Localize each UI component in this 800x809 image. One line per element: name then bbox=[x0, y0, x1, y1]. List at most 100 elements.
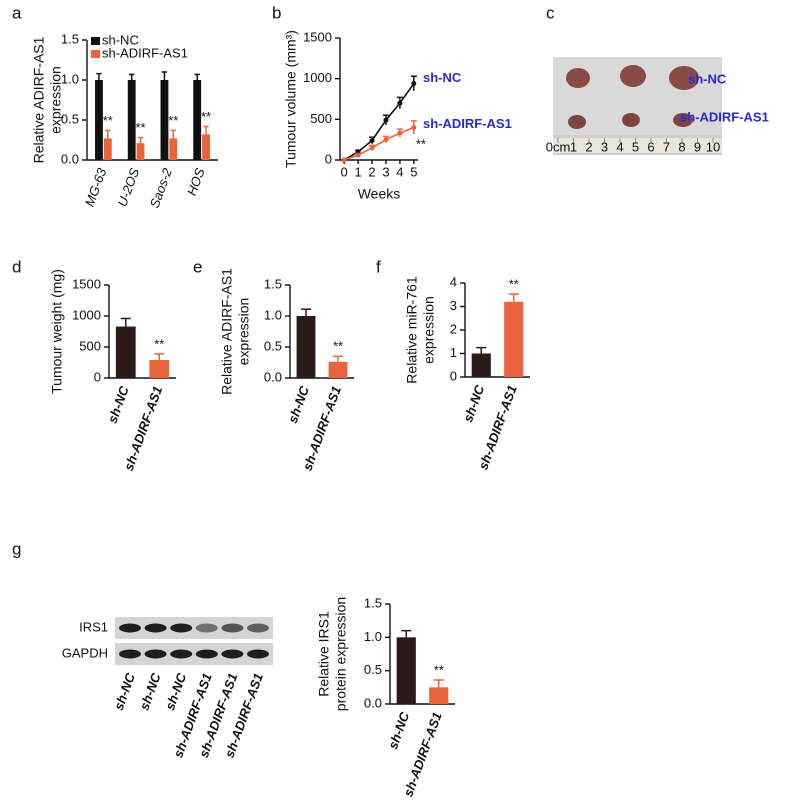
point bbox=[383, 117, 389, 123]
x-tick-label: sh-NC bbox=[285, 384, 312, 426]
blot-band bbox=[170, 649, 193, 659]
ruler-label: 10 bbox=[706, 139, 720, 154]
y-axis-label: expression bbox=[48, 66, 64, 134]
x-tick-label: MG-63 bbox=[82, 165, 110, 208]
tumour bbox=[622, 113, 640, 127]
ruler-label: 6 bbox=[647, 139, 654, 154]
panel-label: g bbox=[12, 539, 21, 558]
bar bbox=[296, 316, 316, 378]
bar bbox=[504, 301, 524, 377]
point bbox=[341, 157, 347, 163]
y-axis-label: Relative ADIRF-AS1 bbox=[31, 36, 47, 163]
x-tick-label: sh-NC bbox=[460, 383, 487, 425]
y-tick-label: 0.0 bbox=[364, 695, 382, 710]
y-axis-label: Relative ADIRF-AS1 bbox=[219, 268, 235, 395]
series-line bbox=[343, 83, 415, 161]
y-tick-label: 1 bbox=[450, 345, 457, 360]
significance: ** bbox=[168, 113, 178, 128]
y-tick-label: 1.0 bbox=[364, 629, 382, 644]
blot-lane-label: sh-NC bbox=[136, 671, 163, 713]
bar bbox=[95, 80, 103, 160]
significance: ** bbox=[434, 662, 444, 677]
y-axis-label: expression bbox=[236, 298, 252, 366]
significance: ** bbox=[416, 136, 426, 151]
panel-label: e bbox=[193, 257, 202, 276]
ruler-label: 3 bbox=[601, 139, 608, 154]
x-tick-label: 2 bbox=[368, 164, 375, 179]
x-tick-label: 1 bbox=[354, 164, 361, 179]
ruler-label: 1 bbox=[570, 139, 577, 154]
point bbox=[397, 100, 403, 106]
blot-lane-label: sh-NC bbox=[111, 671, 138, 713]
ruler bbox=[553, 138, 722, 153]
y-tick-label: 4 bbox=[450, 274, 457, 289]
tumour bbox=[566, 68, 590, 88]
blot-row bbox=[115, 617, 273, 639]
x-axis-label: Weeks bbox=[358, 186, 401, 202]
bar bbox=[202, 134, 210, 160]
bar bbox=[396, 637, 416, 704]
ruler-label: 4 bbox=[616, 139, 623, 154]
bar bbox=[149, 360, 170, 378]
point bbox=[383, 137, 389, 143]
y-tick-label: 2 bbox=[450, 321, 457, 336]
y-tick-label: 500 bbox=[310, 111, 332, 126]
y-axis-label: Tumour weight (mg) bbox=[49, 269, 65, 394]
significance: ** bbox=[154, 336, 164, 351]
y-tick-label: 1500 bbox=[72, 276, 101, 291]
y-axis-label: expression bbox=[421, 296, 437, 364]
legend-label: sh-ADIRF-AS1 bbox=[102, 45, 188, 60]
significance: ** bbox=[201, 109, 211, 124]
y-tick-label: 0.0 bbox=[264, 369, 282, 384]
significance: ** bbox=[333, 339, 343, 354]
blot-row bbox=[115, 643, 273, 665]
blot-band bbox=[170, 623, 193, 633]
photo-label: sh-ADIRF-AS1 bbox=[680, 109, 769, 124]
y-axis-label: protein expression bbox=[333, 597, 349, 711]
x-tick-label: U-2OS bbox=[114, 166, 142, 209]
bar bbox=[429, 687, 449, 704]
panel-label: c bbox=[546, 3, 555, 22]
x-tick-label: 5 bbox=[410, 164, 417, 179]
y-tick-label: 500 bbox=[79, 338, 101, 353]
legend-swatch bbox=[91, 37, 100, 45]
x-tick-label: 4 bbox=[396, 164, 403, 179]
y-tick-label: 1000 bbox=[303, 70, 332, 85]
panel-label: d bbox=[12, 257, 21, 276]
legend-swatch bbox=[91, 50, 100, 58]
y-tick-label: 1.0 bbox=[61, 71, 79, 86]
y-tick-label: 0 bbox=[325, 151, 332, 166]
blot-band bbox=[195, 623, 218, 633]
blot-band bbox=[247, 623, 269, 633]
y-tick-label: 1500 bbox=[303, 29, 332, 44]
y-tick-label: 0 bbox=[94, 369, 101, 384]
y-tick-label: 1.5 bbox=[61, 31, 79, 46]
blot-band bbox=[247, 649, 269, 659]
x-tick-label: 3 bbox=[382, 164, 389, 179]
x-tick-label: Saos-2 bbox=[147, 165, 175, 210]
ruler-label: 7 bbox=[663, 139, 670, 154]
x-tick-label: HOS bbox=[184, 166, 208, 198]
bar bbox=[169, 138, 178, 160]
bar bbox=[103, 138, 112, 160]
panel-label: f bbox=[376, 257, 381, 276]
y-tick-label: 1.0 bbox=[264, 307, 282, 322]
photo-label: sh-NC bbox=[688, 71, 727, 86]
blot-band bbox=[119, 649, 141, 659]
point bbox=[397, 130, 403, 136]
panel-label: a bbox=[12, 3, 22, 22]
y-axis-label: Relative IRS1 bbox=[316, 611, 332, 697]
ruler-label: 2 bbox=[585, 139, 592, 154]
blot-band bbox=[221, 623, 244, 633]
ruler-label: 0cm bbox=[546, 139, 571, 154]
point bbox=[369, 137, 375, 143]
bar bbox=[127, 80, 136, 160]
series-label: sh-ADIRF-AS1 bbox=[423, 116, 512, 131]
bar bbox=[160, 80, 169, 160]
point bbox=[369, 145, 375, 151]
bar bbox=[328, 361, 348, 378]
y-tick-label: 0.5 bbox=[364, 662, 382, 677]
y-tick-label: 1000 bbox=[72, 307, 101, 322]
series-label: sh-NC bbox=[423, 70, 462, 85]
